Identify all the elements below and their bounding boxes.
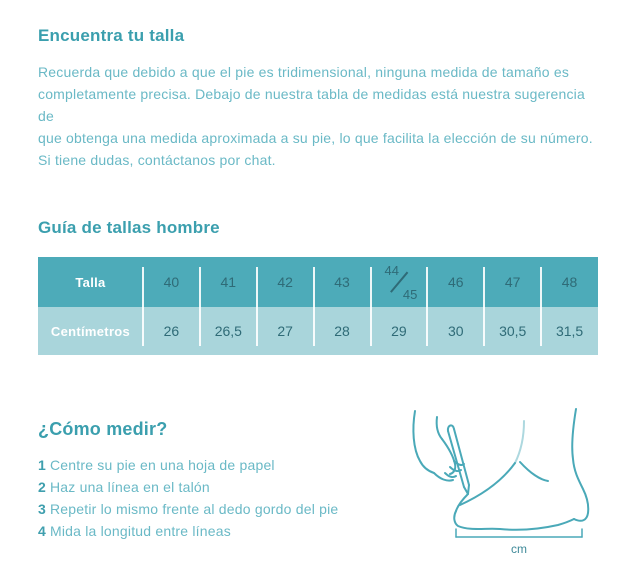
size-table: Talla 40 41 42 43 44 45 46 47 48 Centíme… bbox=[38, 257, 598, 355]
column-divider bbox=[483, 267, 486, 346]
step-number: 1 bbox=[38, 457, 46, 473]
column-divider bbox=[198, 267, 201, 346]
cm-cell: 28 bbox=[334, 323, 350, 339]
size-cell: 48 bbox=[561, 274, 578, 290]
column-divider bbox=[369, 267, 372, 346]
step-item: 3 Repetir lo mismo frente al dedo gordo d… bbox=[38, 498, 390, 520]
column-divider bbox=[426, 267, 429, 346]
how-to-title: ¿Cómo medir? bbox=[38, 419, 168, 439]
how-to-measure-section: ¿Cómo medir? 1 Centre su pie en una hoja … bbox=[38, 408, 605, 562]
column-divider bbox=[142, 267, 144, 346]
step-number: 4 bbox=[38, 523, 46, 539]
cm-cell: 30 bbox=[448, 323, 464, 339]
step-text: Mida la longitud entre líneas bbox=[50, 523, 231, 539]
cm-cell: 27 bbox=[277, 323, 293, 339]
size-table-row-talla: Talla 40 41 42 43 44 45 46 47 48 bbox=[38, 257, 598, 307]
step-text: Haz una línea en el talón bbox=[50, 479, 210, 495]
step-number: 3 bbox=[38, 501, 46, 517]
step-item: 2 Haz una línea en el talón bbox=[38, 476, 390, 498]
size-cell-split-44-45: 44 45 bbox=[371, 257, 428, 307]
step-text: Centre su pie en una hoja de papel bbox=[50, 457, 275, 473]
intro-section: Encuentra tu talla Recuerda que debido a… bbox=[38, 26, 605, 171]
column-divider bbox=[540, 267, 543, 346]
step-item: 1 Centre su pie en una hoja de papel bbox=[38, 454, 390, 476]
cm-cell: 26,5 bbox=[214, 323, 242, 339]
size-guide-section: Guía de tallas hombre Talla 40 41 42 43 … bbox=[38, 218, 605, 355]
size-cell: 42 bbox=[277, 274, 293, 290]
column-divider bbox=[255, 267, 258, 346]
size-cell: 40 bbox=[163, 274, 180, 290]
split-size-top: 44 bbox=[384, 263, 399, 278]
foot-pencil-illustration-icon: cm bbox=[412, 408, 590, 556]
column-divider bbox=[312, 267, 315, 346]
how-to-steps: ¿Cómo medir? 1 Centre su pie en una hoja … bbox=[38, 415, 390, 542]
size-cell: 46 bbox=[448, 274, 464, 290]
foot-measuring-illustration: cm bbox=[390, 407, 605, 562]
split-size-bottom: 45 bbox=[402, 287, 418, 302]
step-number: 2 bbox=[38, 479, 46, 495]
size-guide-title: Guía de tallas hombre bbox=[38, 218, 220, 237]
size-cell: 47 bbox=[504, 274, 521, 290]
size-cell: 41 bbox=[220, 274, 237, 290]
cm-cell: 26 bbox=[163, 323, 180, 339]
row-label-centimetros: Centímetros bbox=[50, 323, 131, 339]
size-cell: 43 bbox=[334, 274, 350, 290]
intro-paragraph: Recuerda que debido a que el pie es trid… bbox=[38, 64, 593, 168]
cm-cell: 31,5 bbox=[555, 323, 584, 339]
size-table-row-centimetros: Centímetros 26 26,5 27 28 29 30 30,5 31,… bbox=[38, 307, 598, 355]
cm-label: cm bbox=[511, 542, 527, 556]
cm-cell: 30,5 bbox=[499, 323, 527, 339]
row-label-talla: Talla bbox=[75, 274, 106, 290]
cm-cell: 29 bbox=[391, 323, 407, 339]
intro-title: Encuentra tu talla bbox=[38, 26, 185, 45]
step-text: Repetir lo mismo frente al dedo gordo de… bbox=[50, 501, 339, 517]
step-item: 4 Mida la longitud entre líneas bbox=[38, 520, 390, 542]
